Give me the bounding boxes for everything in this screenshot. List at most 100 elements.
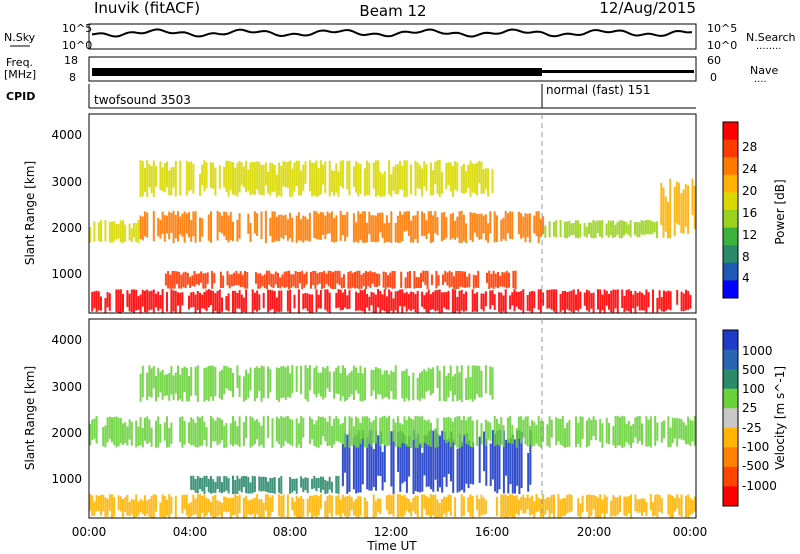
power-cell — [401, 214, 404, 242]
power-cell — [645, 289, 648, 313]
velocity-cell — [579, 503, 582, 518]
power-cell — [174, 160, 177, 197]
velocity-cell — [346, 375, 349, 401]
velocity-cell — [462, 496, 465, 516]
power-cell — [368, 211, 371, 235]
velocity-cell — [106, 417, 109, 443]
velocity-cell — [374, 367, 377, 400]
velocity-cell — [117, 417, 120, 447]
velocity-colorbar-segment — [723, 330, 738, 351]
velocity-cell — [403, 494, 406, 516]
velocity-cell — [205, 427, 208, 447]
power-cell — [608, 294, 610, 310]
velocity-cell — [482, 497, 485, 515]
power-cell — [472, 274, 475, 289]
velocity-cell — [282, 417, 285, 446]
velocity-cell — [236, 495, 239, 518]
velocity-cell — [436, 365, 439, 389]
power-cell — [346, 295, 349, 310]
velocity-cell — [374, 500, 377, 517]
power-cell — [653, 222, 656, 233]
power-cell — [155, 166, 157, 187]
beam-title: Beam 12 — [359, 2, 426, 20]
power-cell — [423, 213, 426, 236]
velocity-cell — [346, 495, 349, 518]
power-cell — [493, 294, 496, 310]
velocity-cell — [449, 495, 452, 516]
velocity-cell — [478, 498, 481, 517]
velocity-cell — [447, 416, 450, 442]
power-colorbar-segment — [723, 122, 738, 141]
velocity-cell — [311, 419, 314, 440]
power-cell — [315, 211, 318, 239]
velocity-cell — [203, 368, 206, 402]
power-cell — [267, 171, 270, 194]
velocity-range-axis-label: Slant Range [km] — [23, 366, 37, 470]
power-cell — [592, 220, 595, 239]
power-cell — [335, 292, 338, 309]
power-cell — [335, 215, 338, 242]
velocity-cell — [155, 495, 157, 512]
velocity-cell — [645, 501, 648, 517]
power-cell — [410, 164, 413, 195]
velocity-cell — [113, 417, 116, 445]
power-cell — [372, 215, 375, 242]
power-cell — [383, 289, 386, 312]
power-cell — [524, 213, 527, 243]
velocity-cell — [181, 367, 184, 402]
velocity-cell — [232, 475, 234, 495]
velocity-cell — [491, 367, 494, 400]
power-cell — [180, 274, 183, 289]
power-cell — [381, 174, 384, 197]
velocity-cell — [390, 495, 393, 514]
velocity-cell — [685, 425, 687, 445]
velocity-cell — [159, 371, 162, 393]
velocity-cell — [247, 500, 250, 515]
power-cell — [218, 289, 221, 313]
power-cell — [480, 161, 483, 194]
power-cell — [256, 161, 259, 190]
velocity-cell — [678, 418, 681, 439]
velocity-cell — [289, 418, 292, 445]
power-cell — [669, 178, 672, 239]
power-cell — [192, 163, 195, 194]
velocity-cell — [410, 502, 413, 517]
power-cell — [403, 160, 406, 197]
velocity-cell — [133, 499, 135, 518]
velocity-cell — [271, 495, 274, 512]
power-cell — [299, 271, 301, 284]
velocity-cell — [194, 422, 197, 448]
power-cell — [100, 220, 102, 242]
power-cell — [382, 271, 385, 288]
velocity-cell — [504, 494, 507, 518]
power-cell — [454, 289, 457, 313]
power-cell — [319, 289, 322, 309]
velocity-cell — [179, 417, 182, 443]
velocity-cell — [421, 452, 424, 492]
power-cell — [682, 293, 685, 312]
power-cell — [322, 212, 325, 235]
velocity-cell — [273, 477, 276, 494]
velocity-cell — [216, 500, 219, 517]
velocity-cell — [232, 416, 234, 447]
velocity-cell — [514, 439, 516, 494]
velocity-panel-frame — [88, 318, 697, 519]
power-cell — [482, 215, 485, 234]
freq-right-tick-top: 60 — [707, 54, 721, 67]
velocity-cell — [693, 496, 696, 512]
power-colorbar-segment — [723, 174, 738, 193]
power-cell — [335, 163, 338, 193]
power-cell — [97, 222, 100, 241]
velocity-cell — [328, 371, 331, 392]
velocity-cell — [236, 365, 239, 388]
velocity-cell — [610, 500, 613, 517]
power-cell — [166, 292, 168, 312]
velocity-cell — [460, 494, 463, 517]
velocity-cell — [247, 477, 250, 494]
velocity-cell — [526, 416, 529, 447]
power-cell — [304, 161, 307, 184]
power-cell — [673, 186, 676, 237]
power-cell — [226, 271, 229, 286]
velocity-cell — [671, 417, 674, 443]
velocity-cell — [480, 423, 483, 445]
